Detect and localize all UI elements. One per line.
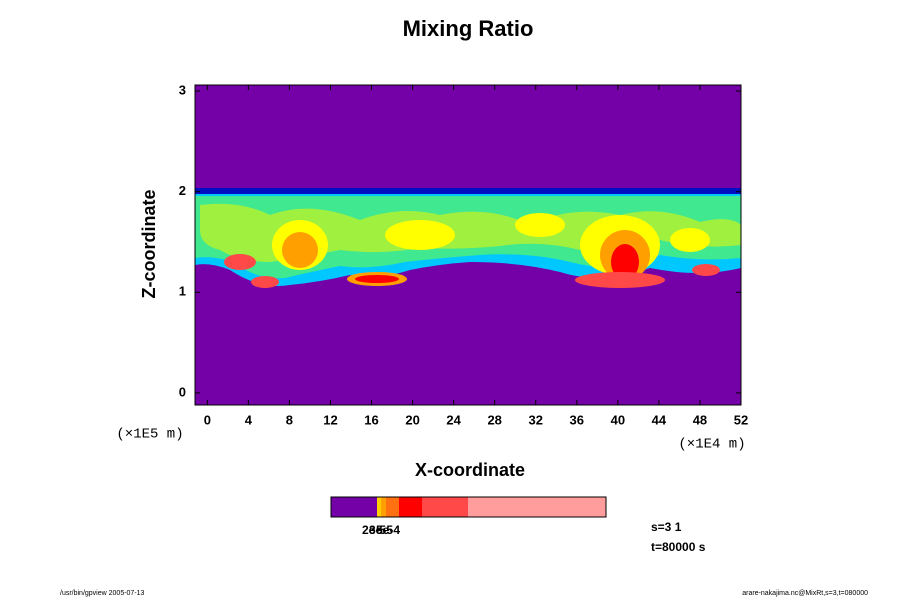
colorbar-swatch xyxy=(331,497,377,517)
x-tick-label: 16 xyxy=(364,412,378,427)
x-tick-label: 48 xyxy=(693,412,707,427)
x-tick-label: 12 xyxy=(323,412,337,427)
colorbar: 2e-53e-55e-4 xyxy=(330,496,607,537)
plot-frame xyxy=(194,84,742,406)
colorbar-swatch xyxy=(468,497,606,517)
x-tick-label: 28 xyxy=(487,412,501,427)
x-tick-label: 0 xyxy=(204,412,211,427)
x-tick-label: 4 xyxy=(245,412,253,427)
colorbar-label: 2e-5 xyxy=(362,523,386,537)
y-tick-label: 0 xyxy=(179,384,186,399)
x-tick-label: 8 xyxy=(286,412,293,427)
colorbar-swatch xyxy=(399,497,422,517)
x-tick-label: 40 xyxy=(611,412,625,427)
y-unit: (×1E5 m) xyxy=(116,427,183,443)
x-axis-label: X-coordinate xyxy=(415,460,525,480)
colorbar-swatch xyxy=(386,497,399,517)
footer: /usr/bin/gpview 2005-07-13 xyxy=(60,590,145,597)
colorbar-swatch xyxy=(422,497,468,517)
y-tick-label: 2 xyxy=(179,183,186,198)
x-tick-label: 36 xyxy=(570,412,584,427)
x-tick-label: 20 xyxy=(405,412,419,427)
footer: arare-nakajima.nc@MixRt,s=3,t=080000 xyxy=(742,590,868,597)
y-tick-label: 3 xyxy=(179,82,186,97)
x-unit: (×1E4 m) xyxy=(678,437,745,453)
info-text: s=3 1 xyxy=(651,520,682,534)
x-tick-label: 32 xyxy=(529,412,543,427)
y-axis-label: Z-coordinate xyxy=(139,189,159,298)
x-tick-label: 52 xyxy=(734,412,748,427)
colorbar-label: 3e-5 xyxy=(369,523,393,537)
colorbar-frame xyxy=(330,496,607,518)
colorbar-swatch xyxy=(377,497,381,517)
colorbar-label: 5e-4 xyxy=(376,523,400,537)
x-tick-label: 24 xyxy=(446,412,461,427)
y-tick-label: 1 xyxy=(179,284,186,299)
info-text: t=80000 s xyxy=(651,540,706,554)
chart-title: Mixing Ratio xyxy=(403,16,534,41)
colorbar-swatch xyxy=(381,497,386,517)
x-tick-label: 44 xyxy=(652,412,667,427)
contour-field xyxy=(195,85,741,405)
